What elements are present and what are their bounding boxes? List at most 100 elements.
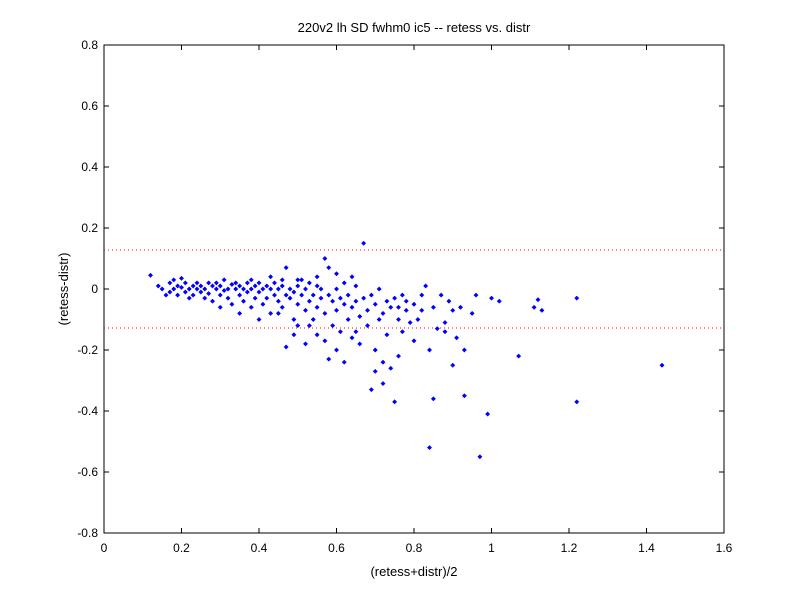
data-point	[194, 286, 200, 292]
data-point	[574, 295, 580, 301]
data-point	[209, 283, 216, 289]
data-point	[337, 295, 343, 301]
data-point	[659, 362, 665, 368]
data-point	[302, 286, 309, 292]
data-point	[221, 277, 227, 283]
x-tick-label: 0	[101, 541, 108, 555]
data-point	[415, 316, 421, 323]
data-point	[248, 286, 254, 292]
data-point	[477, 454, 483, 460]
data-point	[175, 292, 181, 298]
data-point	[434, 326, 440, 332]
data-point	[372, 301, 378, 307]
data-point	[450, 307, 456, 313]
data-point	[349, 304, 355, 310]
data-point	[349, 274, 355, 280]
x-tick-label: 0.2	[173, 541, 190, 555]
data-point	[248, 304, 254, 310]
data-point	[318, 286, 324, 292]
data-point	[333, 307, 340, 313]
data-point	[194, 280, 200, 286]
data-point	[411, 338, 417, 344]
data-point	[357, 341, 363, 347]
data-point	[333, 347, 340, 353]
chart-title: 220v2 lh SD fwhm0 ic5 -- retess vs. dist…	[298, 20, 531, 35]
data-point	[217, 292, 223, 298]
data-point	[182, 289, 188, 295]
data-point	[407, 319, 413, 326]
data-point	[155, 283, 161, 289]
data-point	[225, 286, 231, 292]
data-point	[535, 297, 541, 303]
data-point	[268, 310, 274, 316]
data-point	[496, 298, 502, 304]
data-point	[353, 283, 359, 289]
data-point	[167, 289, 173, 295]
data-point	[291, 289, 297, 295]
data-point	[306, 323, 312, 329]
data-point	[368, 387, 374, 393]
y-tick-label: -0.4	[77, 404, 98, 418]
x-tick-labels: 0 0.2 0.4 0.6 0.8 1 1.2 1.4 1.6	[101, 541, 733, 555]
data-point	[244, 289, 250, 295]
data-point	[240, 286, 247, 292]
data-point	[488, 295, 495, 301]
data-point	[213, 280, 219, 286]
data-point	[279, 283, 285, 289]
data-point	[295, 283, 301, 289]
data-point	[337, 329, 343, 335]
y-tick-label: 0.4	[81, 160, 98, 174]
data-points	[147, 240, 665, 460]
data-point	[287, 286, 293, 292]
data-point	[182, 280, 188, 286]
data-point	[147, 272, 154, 278]
data-point	[237, 310, 243, 316]
data-point	[202, 286, 208, 292]
data-point	[244, 280, 250, 286]
data-point	[345, 316, 351, 323]
data-point	[260, 286, 266, 292]
data-point	[442, 329, 448, 335]
data-point	[341, 280, 347, 286]
data-point	[275, 298, 281, 304]
data-point	[454, 335, 460, 341]
data-point	[217, 283, 223, 289]
data-point	[171, 277, 177, 283]
data-point	[256, 289, 262, 295]
data-point	[419, 307, 425, 313]
data-point	[322, 338, 328, 344]
data-point	[260, 301, 266, 307]
data-point	[423, 283, 429, 289]
data-point	[310, 292, 316, 298]
data-point	[295, 323, 301, 329]
data-point	[237, 292, 243, 298]
data-point	[326, 265, 332, 271]
data-point	[268, 286, 274, 292]
data-point	[388, 365, 394, 371]
x-tick-label: 0.8	[406, 541, 423, 555]
data-point	[411, 301, 417, 307]
data-point	[291, 332, 297, 338]
data-point	[314, 283, 320, 289]
data-point	[209, 298, 216, 304]
data-point	[190, 292, 196, 298]
data-point	[178, 284, 185, 291]
y-tick-label: 0	[91, 282, 98, 296]
y-tick-label: -0.2	[77, 343, 98, 357]
data-point	[256, 316, 262, 323]
data-point	[326, 356, 332, 362]
y-axis-label: (retess-distr)	[56, 253, 71, 326]
data-point	[322, 310, 328, 316]
data-point	[229, 281, 235, 287]
data-point	[403, 298, 409, 304]
data-point	[349, 335, 355, 341]
data-point	[426, 347, 433, 353]
data-point	[306, 298, 312, 304]
axis-ticks	[103, 44, 725, 534]
plot-area	[103, 44, 725, 534]
data-point	[345, 292, 351, 298]
data-point	[364, 307, 371, 313]
data-point	[450, 362, 456, 368]
y-tick-label: -0.8	[77, 526, 98, 540]
